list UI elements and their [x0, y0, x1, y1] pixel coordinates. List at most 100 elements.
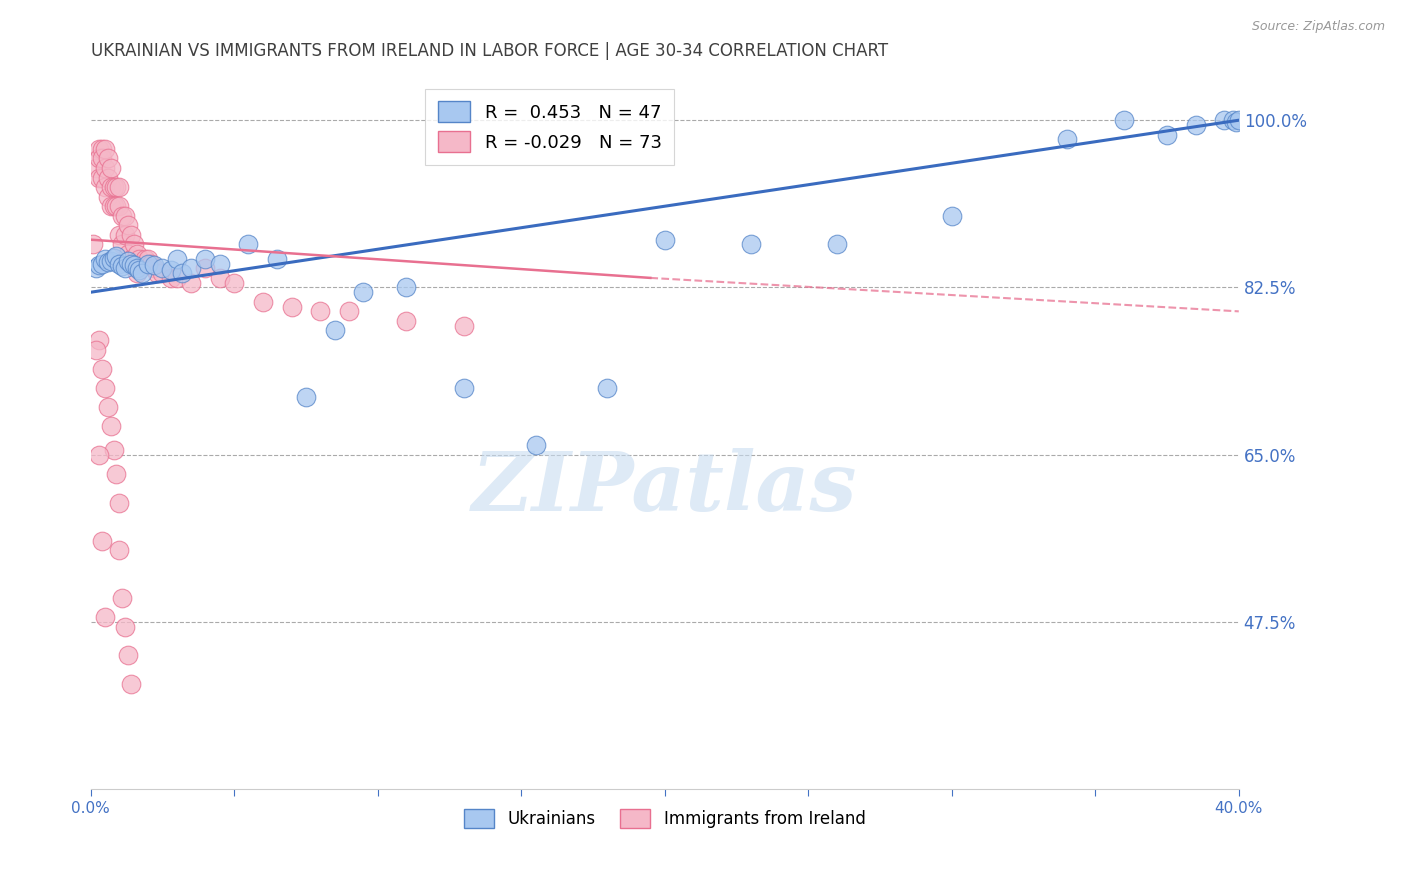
Point [111, 237, 134, 252]
Point [150, 266, 173, 280]
Point [117, 648, 139, 663]
Point [131, 266, 153, 280]
Point [120, 252, 142, 266]
Point [100, 161, 122, 175]
Point [150, 261, 173, 276]
Point [160, 271, 183, 285]
Point [122, 256, 145, 270]
Point [654, 233, 676, 247]
Point [97, 254, 120, 268]
Point [97, 189, 120, 203]
Point [142, 259, 165, 273]
Point [97, 400, 120, 414]
Point [453, 318, 475, 333]
Point [89, 142, 111, 156]
Point [91, 533, 114, 548]
Point [1056, 132, 1078, 146]
Point [89, 448, 111, 462]
Point [94, 252, 117, 266]
Point [208, 256, 231, 270]
Point [114, 620, 136, 634]
Point [100, 253, 122, 268]
Point [131, 256, 153, 270]
Text: UKRAINIAN VS IMMIGRANTS FROM IRELAND IN LABOR FORCE | AGE 30-34 CORRELATION CHAR: UKRAINIAN VS IMMIGRANTS FROM IRELAND IN … [90, 42, 887, 60]
Point [86, 161, 108, 175]
Point [180, 261, 202, 276]
Point [89, 333, 111, 347]
Point [125, 261, 148, 276]
Point [941, 209, 963, 223]
Point [1225, 115, 1247, 129]
Point [114, 227, 136, 242]
Point [97, 152, 120, 166]
Point [1156, 128, 1178, 142]
Point [86, 261, 108, 276]
Point [91, 152, 114, 166]
Text: ZIPatlas: ZIPatlas [472, 448, 858, 528]
Point [524, 438, 547, 452]
Point [120, 227, 142, 242]
Point [111, 209, 134, 223]
Point [108, 543, 131, 558]
Point [117, 253, 139, 268]
Point [82, 237, 104, 252]
Point [97, 170, 120, 185]
Point [117, 247, 139, 261]
Point [1213, 113, 1236, 128]
Point [1222, 113, 1244, 128]
Point [145, 266, 167, 280]
Point [100, 199, 122, 213]
Point [309, 304, 332, 318]
Point [89, 259, 111, 273]
Point [352, 285, 374, 300]
Point [105, 180, 128, 194]
Point [111, 260, 134, 274]
Point [136, 256, 159, 270]
Point [100, 180, 122, 194]
Point [1227, 113, 1250, 128]
Point [111, 591, 134, 605]
Point [453, 381, 475, 395]
Point [120, 677, 142, 691]
Point [194, 261, 217, 276]
Point [194, 252, 217, 266]
Point [108, 199, 131, 213]
Legend: Ukrainians, Immigrants from Ireland: Ukrainians, Immigrants from Ireland [457, 802, 872, 835]
Point [94, 142, 117, 156]
Point [136, 252, 159, 266]
Point [91, 256, 114, 270]
Point [740, 237, 762, 252]
Point [125, 266, 148, 280]
Point [1112, 113, 1135, 128]
Point [180, 276, 202, 290]
Point [120, 256, 142, 270]
Point [280, 300, 302, 314]
Point [103, 180, 125, 194]
Point [125, 247, 148, 261]
Point [103, 251, 125, 265]
Point [105, 249, 128, 263]
Point [91, 170, 114, 185]
Point [166, 271, 188, 285]
Point [252, 294, 274, 309]
Point [94, 610, 117, 624]
Point [94, 381, 117, 395]
Point [160, 263, 183, 277]
Point [139, 256, 162, 270]
Point [89, 152, 111, 166]
Point [142, 261, 165, 276]
Point [238, 237, 260, 252]
Point [100, 419, 122, 434]
Point [596, 381, 619, 395]
Point [122, 237, 145, 252]
Point [266, 252, 288, 266]
Point [122, 259, 145, 273]
Point [395, 314, 418, 328]
Point [1184, 118, 1206, 132]
Point [94, 161, 117, 175]
Point [108, 227, 131, 242]
Point [89, 170, 111, 185]
Point [224, 276, 246, 290]
Point [208, 271, 231, 285]
Point [103, 442, 125, 457]
